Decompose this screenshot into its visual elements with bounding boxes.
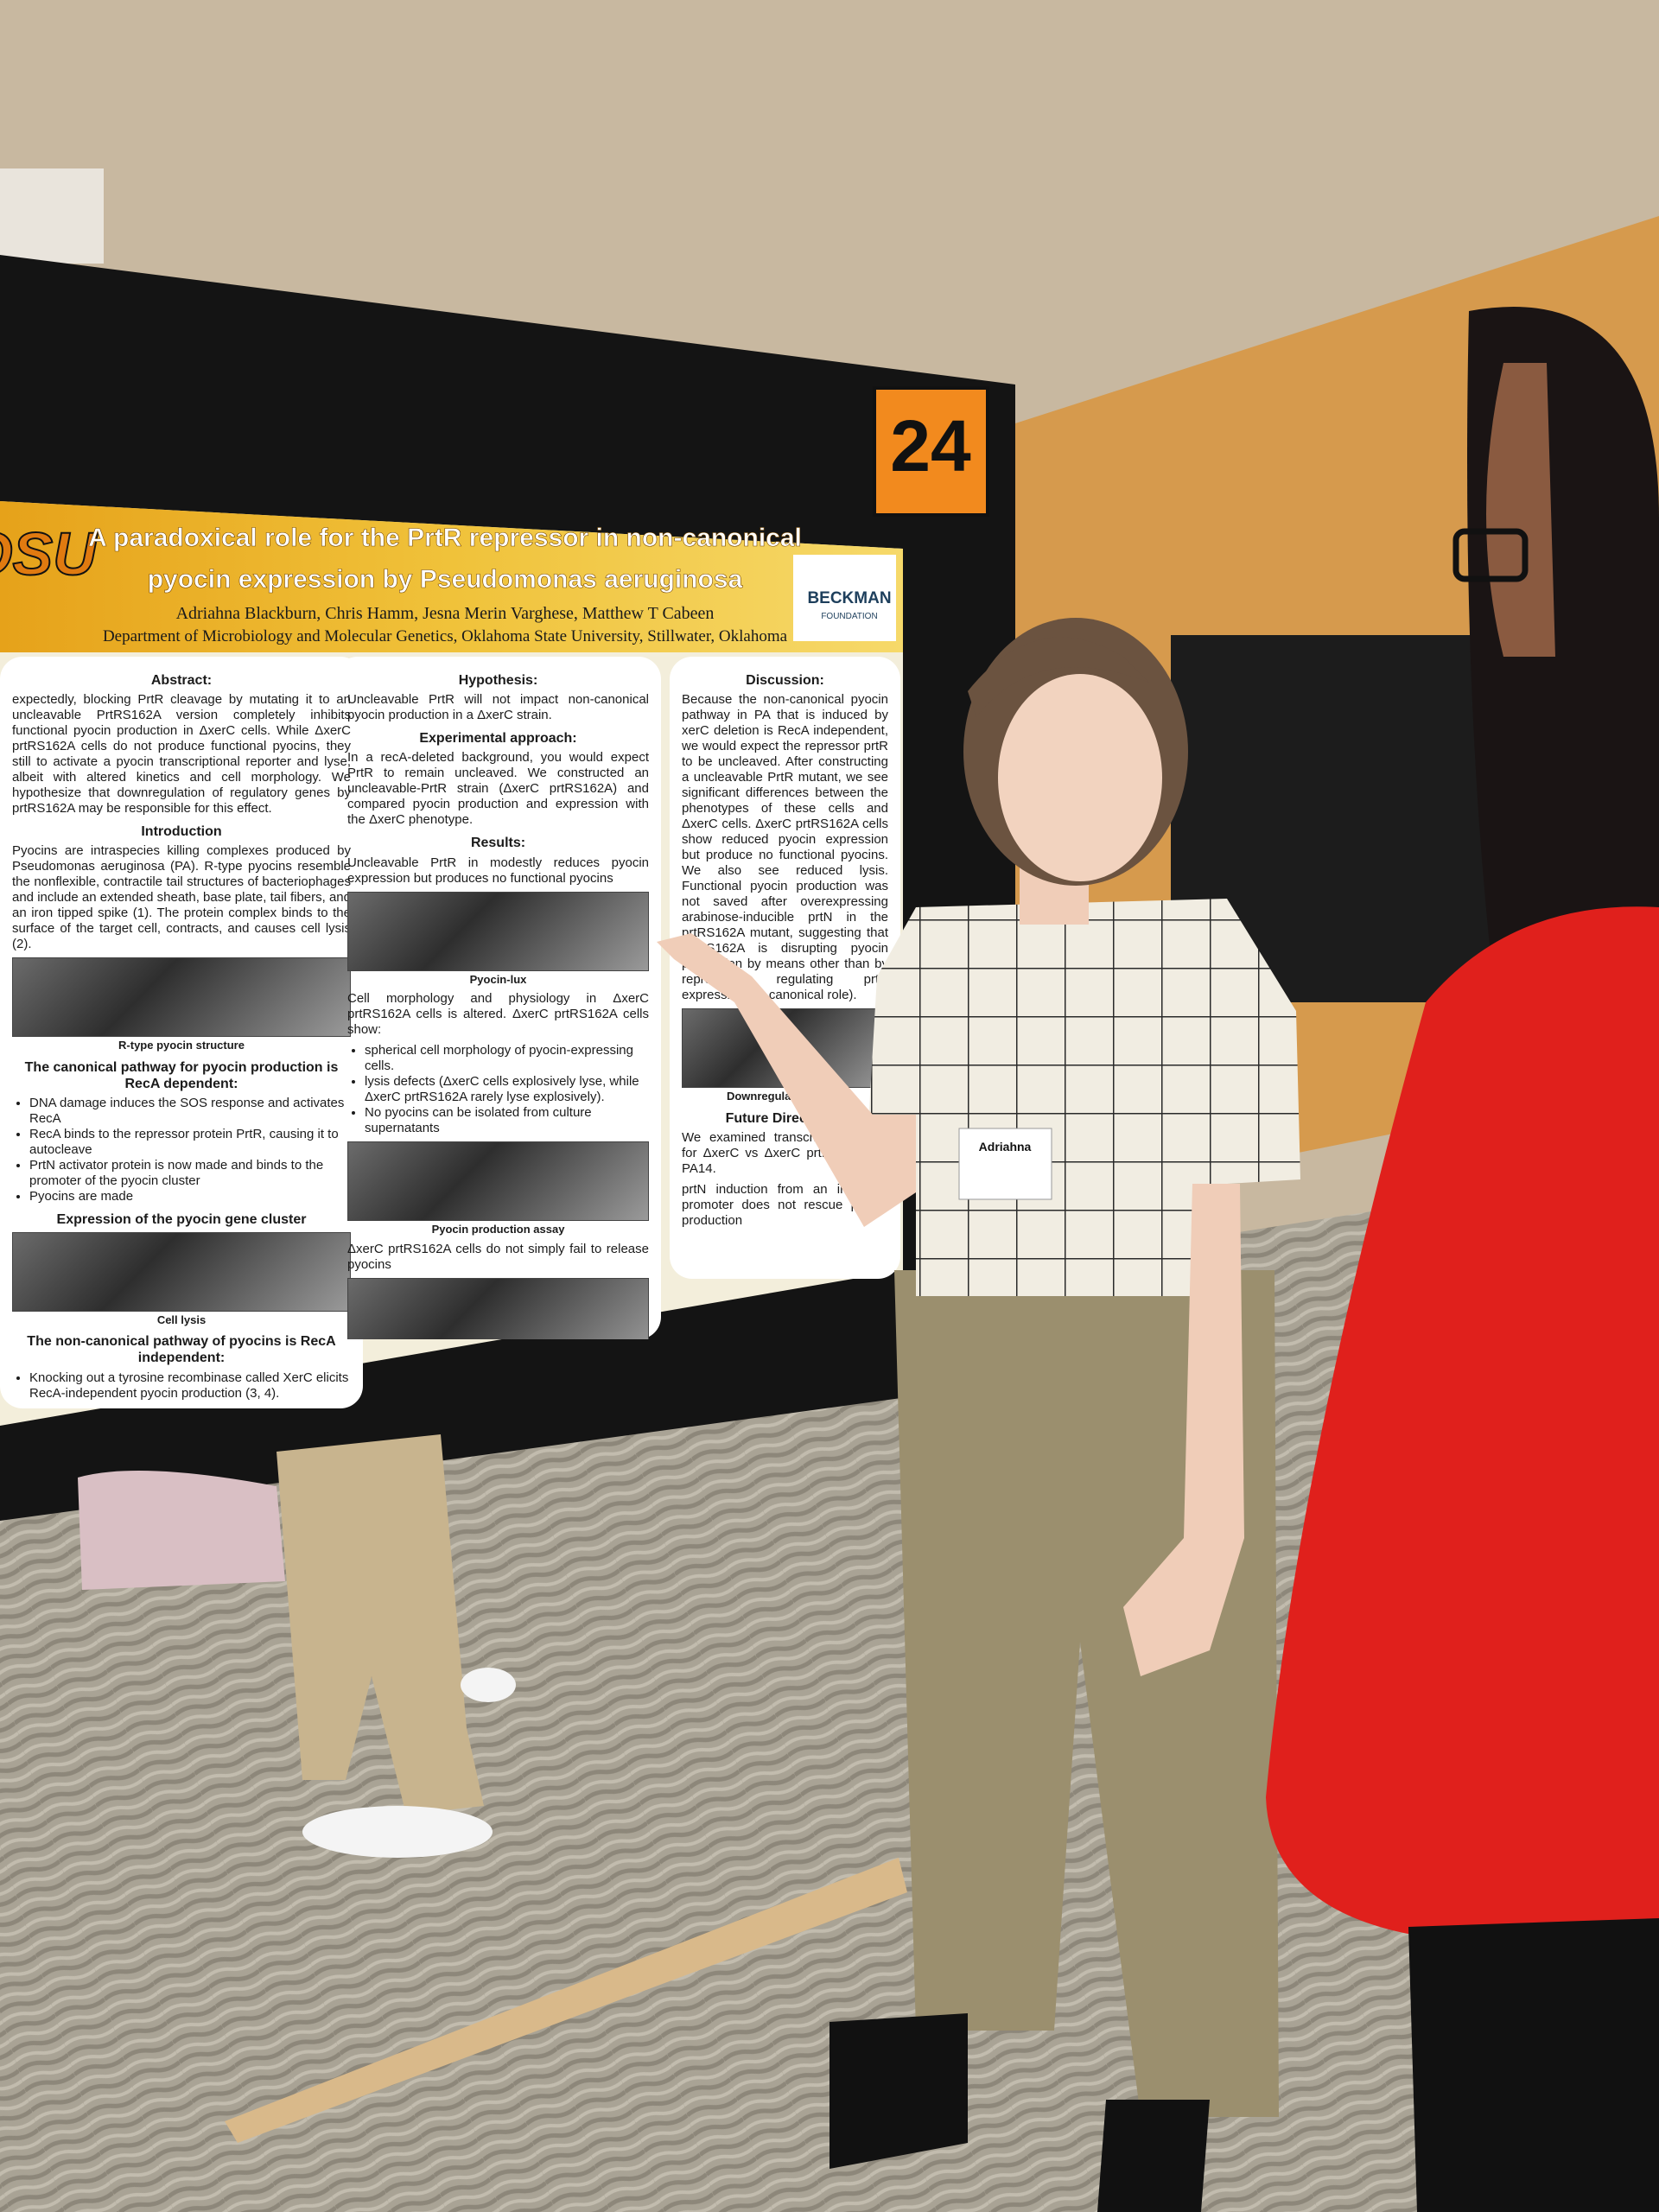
paragraph: Uncleavable PrtR in modestly reduces pyo… [347,855,649,886]
poster-tube [225,1858,907,2143]
column: Abstract: expectedly, blocking PrtR cleav… [0,657,363,1408]
shoe [830,2013,968,2169]
name-badge [958,1128,1052,1200]
window [0,168,104,264]
section-heading: Introduction [141,824,222,840]
poster-logo: OSU [0,520,98,588]
pants [894,1270,1279,2117]
column-text: Abstract: expectedly, blocking PrtR cleav… [0,657,363,1408]
arm [1123,1184,1244,1676]
bullet: Knocking out a tyrosine recombinase call… [29,1370,351,1402]
section-heading: The non-canonical pathway of pyocins is … [27,1334,336,1366]
figure [347,891,649,971]
bullet-list: spherical cell morphology of pyocin-expr… [347,1043,649,1136]
section-heading: Abstract: [150,673,213,688]
sign-number: 24 [890,405,971,486]
bangs [968,637,1149,717]
bullet: PrtN activator protein is now made and b… [29,1158,351,1189]
glasses [1452,528,1529,582]
bullet: spherical cell morphology of pyocin-expr… [365,1043,649,1074]
paragraph: Cell morphology and physiology in ΔxerC … [347,991,649,1038]
backpack [78,1471,285,1590]
person-legs [276,1434,484,1815]
figure [347,1141,649,1222]
section-heading: Discussion: [746,673,824,688]
figure-caption: Cell lysis [156,1313,207,1326]
column-text: Hypothesis: Uncleavable PrtR will not imp… [335,657,661,1339]
paragraph: expectedly, blocking PrtR cleavage by mu… [12,692,351,817]
bullet-list: Knocking out a tyrosine recombinase call… [12,1370,351,1402]
bullet: lysis defects (ΔxerC cells explosively l… [365,1074,649,1105]
sponsor-sub: FOUNDATION [821,612,877,621]
figure [347,1277,649,1339]
section-heading: Results: [470,836,526,851]
figure [12,1231,351,1312]
figure-caption: Pyocin production assay [431,1223,565,1236]
paragraph: Pyocins are intraspecies killing complex… [12,843,351,952]
poster-authors: Adriahna Blackburn, Chris Hamm, Jesna Me… [176,604,715,623]
figure [12,957,351,1038]
arm [657,933,916,1227]
paragraph: prtN induction from an inducible promote… [682,1181,888,1228]
badge-name: Adriahna [979,1140,1032,1154]
bullet: Pyocins are made [29,1189,351,1205]
column: Hypothesis: Uncleavable PrtR will not imp… [335,657,661,1339]
bullet: DNA damage induces the SOS response and … [29,1096,351,1127]
section-heading: Experimental approach: [419,731,577,747]
number-sign [873,386,989,517]
paragraph: Uncleavable PrtR will not impact non-can… [347,692,649,723]
shoe [302,1806,493,1858]
visitor-pants [1408,1918,1659,2212]
section-heading: The canonical pathway for pyocin product… [24,1059,339,1092]
paragraph: Because the non-canonical pyocin pathway… [682,692,888,1003]
section-heading: Hypothesis: [458,673,538,688]
bullet: RecA binds to the repressor protein PrtR… [29,1127,351,1158]
poster-header [0,501,903,652]
figure-caption: Pyocin-lux [469,972,527,986]
poster-title: pyocin expression by Pseudomonas aerugin… [148,565,743,594]
section-heading: Expression of the pyocin gene cluster [56,1212,307,1228]
shoe [1097,2100,1210,2212]
red-sweatshirt [1266,906,1659,1936]
shoe [461,1668,516,1702]
paragraph: ΔxerC prtRS162A cells do not simply fail… [347,1241,649,1272]
figure-caption: R-type pyocin structure [118,1039,245,1052]
bullet-list: DNA damage induces the SOS response and … [12,1096,351,1205]
bullet: No pyocins can be isolated from culture … [365,1105,649,1136]
paragraph: In a recA-deleted background, you would … [347,750,649,828]
sponsor-logo [793,555,896,641]
poster-title: A paradoxical role for the PrtR represso… [88,524,802,552]
sponsor-name: BECKMAN [807,589,891,607]
face [998,674,1162,881]
visitor-face [1486,363,1555,657]
poster-department: Department of Microbiology and Molecular… [103,627,788,645]
